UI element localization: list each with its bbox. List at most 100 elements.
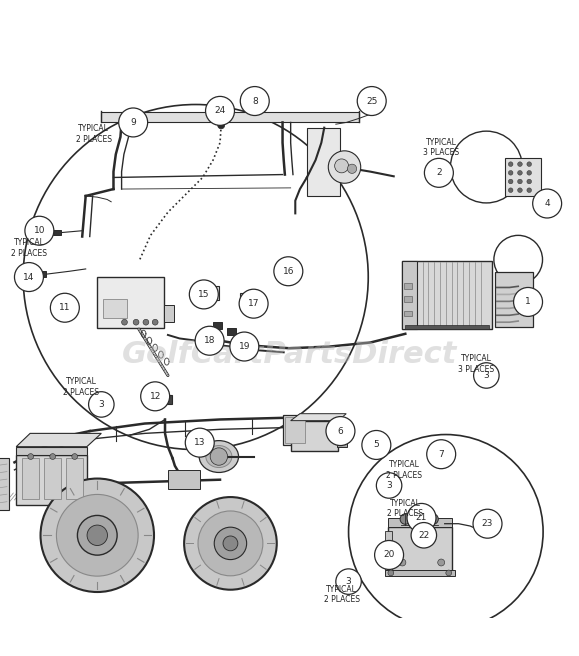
- Circle shape: [400, 514, 411, 524]
- FancyBboxPatch shape: [51, 230, 61, 236]
- Circle shape: [479, 528, 488, 536]
- FancyBboxPatch shape: [164, 305, 174, 322]
- Circle shape: [23, 104, 368, 449]
- Circle shape: [50, 454, 56, 459]
- Circle shape: [56, 495, 138, 576]
- FancyBboxPatch shape: [402, 261, 417, 329]
- Circle shape: [508, 162, 513, 167]
- Circle shape: [230, 332, 259, 361]
- FancyBboxPatch shape: [388, 518, 452, 527]
- Circle shape: [240, 87, 269, 115]
- Text: TYPICAL
3 PLACES: TYPICAL 3 PLACES: [458, 354, 494, 374]
- FancyBboxPatch shape: [103, 299, 127, 318]
- Circle shape: [206, 96, 234, 125]
- Circle shape: [514, 287, 543, 316]
- Circle shape: [87, 525, 108, 546]
- FancyBboxPatch shape: [66, 459, 83, 499]
- Text: 12: 12: [149, 392, 161, 401]
- FancyBboxPatch shape: [159, 395, 172, 405]
- Circle shape: [223, 536, 238, 551]
- Circle shape: [518, 162, 522, 167]
- Circle shape: [141, 382, 170, 411]
- Text: 4: 4: [544, 199, 550, 208]
- Circle shape: [427, 440, 456, 468]
- Text: 23: 23: [482, 519, 493, 528]
- FancyBboxPatch shape: [16, 455, 87, 504]
- Circle shape: [143, 319, 149, 325]
- FancyBboxPatch shape: [385, 531, 392, 570]
- Circle shape: [28, 454, 34, 459]
- Circle shape: [527, 188, 532, 192]
- FancyBboxPatch shape: [152, 395, 159, 405]
- Circle shape: [428, 514, 438, 524]
- Text: 13: 13: [194, 438, 206, 447]
- Circle shape: [122, 319, 127, 325]
- FancyBboxPatch shape: [213, 322, 222, 329]
- Circle shape: [328, 151, 361, 183]
- Text: 15: 15: [198, 290, 210, 299]
- Text: TYPICAL
3 PLACES: TYPICAL 3 PLACES: [423, 138, 459, 157]
- Ellipse shape: [206, 445, 232, 468]
- FancyBboxPatch shape: [337, 432, 347, 447]
- FancyBboxPatch shape: [240, 293, 256, 305]
- Circle shape: [78, 516, 117, 555]
- Circle shape: [349, 434, 543, 629]
- Text: 25: 25: [366, 96, 378, 106]
- FancyBboxPatch shape: [404, 283, 412, 289]
- Text: 7: 7: [438, 450, 444, 459]
- Text: TYPICAL
2 PLACES: TYPICAL 2 PLACES: [386, 460, 422, 480]
- Circle shape: [450, 131, 522, 203]
- Circle shape: [152, 319, 158, 325]
- Text: 8: 8: [252, 96, 258, 106]
- Text: 16: 16: [283, 267, 294, 276]
- FancyBboxPatch shape: [16, 447, 87, 455]
- FancyBboxPatch shape: [227, 328, 236, 335]
- FancyBboxPatch shape: [97, 277, 164, 328]
- Ellipse shape: [199, 441, 239, 472]
- Text: TYPICAL
2 PLACES: TYPICAL 2 PLACES: [324, 584, 360, 604]
- Text: 6: 6: [338, 426, 343, 436]
- Circle shape: [527, 162, 532, 167]
- Text: TYPICAL
2 PLACES: TYPICAL 2 PLACES: [387, 499, 423, 518]
- FancyBboxPatch shape: [44, 459, 61, 499]
- FancyBboxPatch shape: [385, 570, 455, 576]
- FancyBboxPatch shape: [505, 158, 541, 196]
- FancyBboxPatch shape: [402, 261, 492, 329]
- Text: 1: 1: [525, 297, 531, 306]
- Text: TYPICAL
2 PLACES: TYPICAL 2 PLACES: [76, 125, 112, 144]
- Circle shape: [407, 503, 436, 533]
- Circle shape: [119, 108, 148, 137]
- FancyBboxPatch shape: [404, 296, 412, 302]
- Circle shape: [376, 473, 402, 498]
- Text: 14: 14: [23, 272, 35, 281]
- FancyBboxPatch shape: [388, 527, 452, 572]
- Circle shape: [47, 229, 54, 236]
- Circle shape: [25, 216, 54, 245]
- Circle shape: [438, 559, 445, 566]
- Polygon shape: [16, 434, 101, 447]
- FancyBboxPatch shape: [197, 286, 219, 300]
- Circle shape: [411, 523, 437, 548]
- Circle shape: [14, 262, 43, 291]
- Circle shape: [527, 171, 532, 175]
- Text: 22: 22: [418, 531, 430, 540]
- Circle shape: [527, 179, 532, 184]
- Circle shape: [239, 289, 268, 318]
- Text: 9: 9: [130, 118, 136, 127]
- Circle shape: [518, 171, 522, 175]
- Circle shape: [388, 570, 394, 576]
- Circle shape: [357, 87, 386, 115]
- Polygon shape: [291, 414, 346, 420]
- Circle shape: [133, 319, 139, 325]
- Circle shape: [89, 392, 114, 417]
- Circle shape: [218, 122, 225, 129]
- Circle shape: [508, 188, 513, 192]
- Circle shape: [347, 164, 357, 173]
- Circle shape: [518, 179, 522, 184]
- FancyBboxPatch shape: [101, 112, 359, 123]
- Circle shape: [210, 291, 217, 298]
- Text: TYPICAL
2 PLACES: TYPICAL 2 PLACES: [63, 377, 99, 397]
- Circle shape: [326, 417, 355, 445]
- Text: 19: 19: [239, 342, 250, 351]
- Circle shape: [362, 430, 391, 459]
